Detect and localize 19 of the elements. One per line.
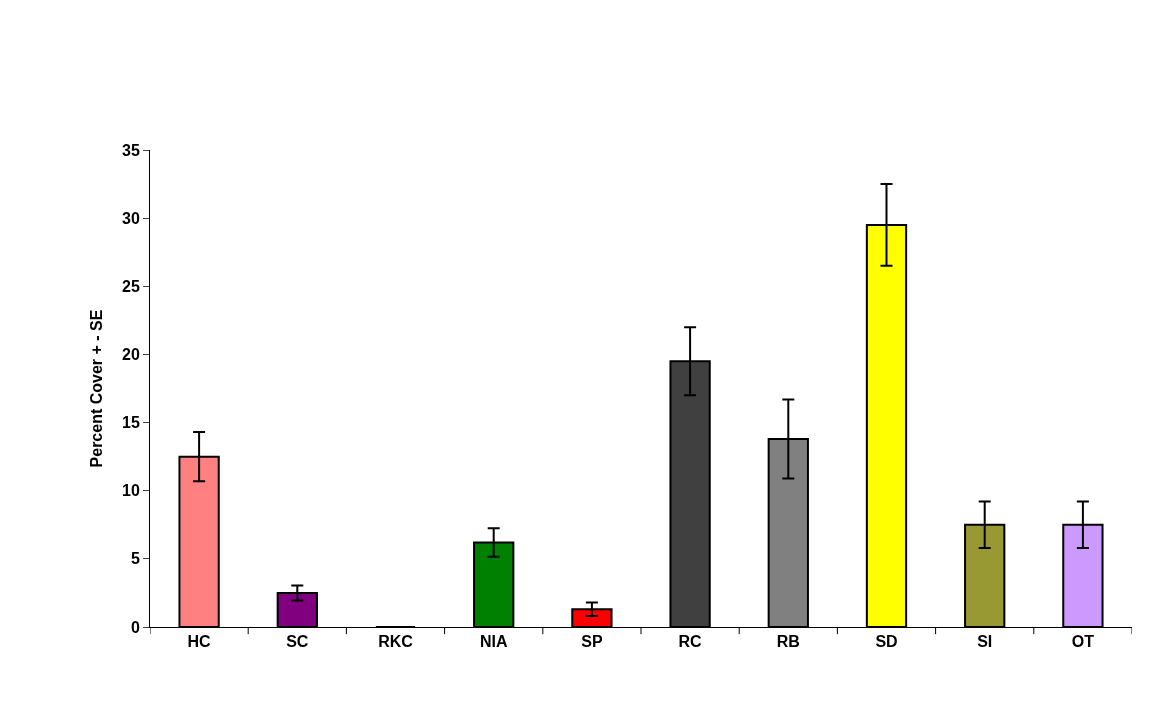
y-tick-label: 20 [122,346,140,364]
y-axis-title: Percent Cover + - SE [87,309,105,468]
x-tick-label: RKC [378,633,414,651]
y-tick-label: 10 [122,482,140,500]
x-tick-label: RB [776,633,800,651]
y-tick-label: 15 [122,414,140,432]
x-tick-label: NIA [479,633,508,651]
y-tick-label: 5 [130,550,140,568]
y-tick-label: 0 [130,618,140,636]
x-tick-label: SD [875,633,898,651]
x-tick-label: SI [977,633,993,651]
y-tick-label: 35 [122,141,140,159]
y-tick-label: 30 [122,209,140,227]
x-tick-label: OT [1071,633,1095,651]
x-tick-label: HC [187,633,212,651]
x-tick-label: SC [286,633,309,651]
x-tick-label: SP [581,633,603,651]
y-tick-label: 25 [122,277,140,295]
x-tick-label: RC [678,633,703,651]
